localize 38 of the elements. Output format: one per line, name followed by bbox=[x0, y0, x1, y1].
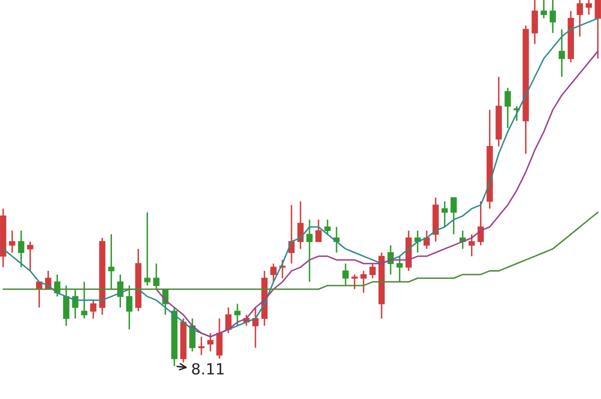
candlestick bbox=[504, 87, 511, 129]
candlestick bbox=[216, 318, 223, 360]
annotation: 8.11 bbox=[192, 363, 224, 375]
candlestick bbox=[198, 336, 205, 356]
candlestick bbox=[90, 299, 96, 320]
candlestick bbox=[586, 0, 592, 16]
candlestick bbox=[424, 230, 430, 250]
candlestick bbox=[450, 196, 457, 235]
candlestick bbox=[442, 200, 448, 228]
candlestick bbox=[324, 218, 331, 235]
candlestick bbox=[27, 240, 34, 272]
candlestick bbox=[478, 200, 484, 246]
candlestick bbox=[234, 303, 241, 326]
candlestick bbox=[351, 274, 358, 290]
candlestick bbox=[360, 270, 367, 294]
candlestick bbox=[576, 0, 583, 38]
candlestick bbox=[558, 28, 565, 78]
candlestick bbox=[396, 256, 403, 283]
candlestick bbox=[108, 234, 114, 290]
candlestick bbox=[342, 262, 349, 286]
candlestick bbox=[207, 332, 214, 352]
candlestick bbox=[540, 0, 547, 19]
candlestick bbox=[532, 0, 538, 45]
candlestick bbox=[550, 0, 556, 34]
candlestick bbox=[72, 288, 78, 320]
candlestick bbox=[126, 284, 132, 330]
candlestick bbox=[153, 262, 160, 290]
candlestick bbox=[468, 234, 475, 257]
candlestick bbox=[594, 0, 601, 60]
candlestick bbox=[315, 218, 322, 242]
candlestick bbox=[144, 212, 150, 286]
candlestick bbox=[63, 284, 70, 326]
candlestick bbox=[18, 230, 24, 268]
candlestick bbox=[81, 281, 88, 320]
candlestick bbox=[270, 262, 277, 283]
candlestick bbox=[306, 218, 313, 283]
candlestick bbox=[369, 262, 376, 279]
candlestick bbox=[9, 230, 16, 254]
